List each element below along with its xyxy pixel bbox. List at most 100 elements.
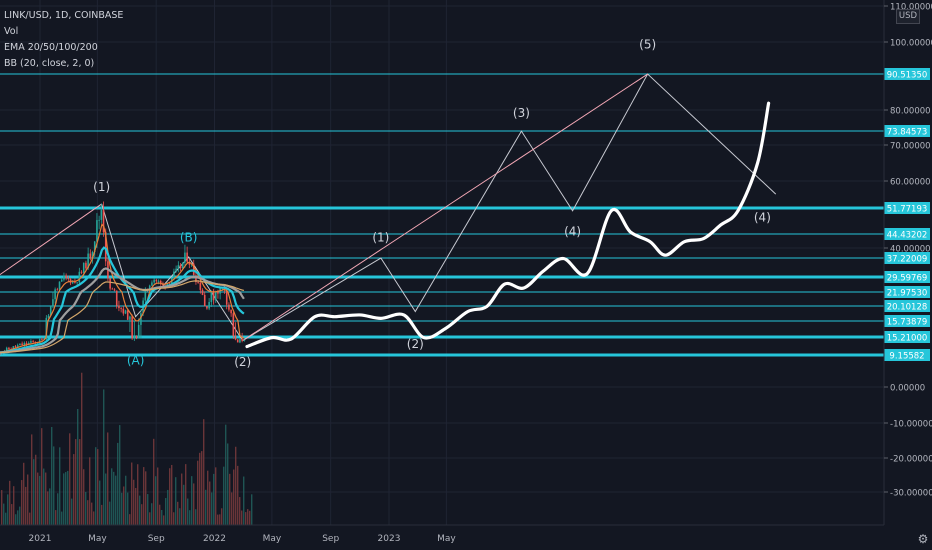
candle-body [58, 281, 61, 290]
volume-bar [53, 446, 55, 525]
volume-bar [223, 466, 225, 525]
volume-bar [63, 473, 65, 525]
volume-bar [39, 475, 41, 525]
volume-bar [175, 477, 177, 525]
gear-icon[interactable]: ⚙ [917, 532, 929, 546]
volume-bar [125, 475, 127, 525]
volume-bar [57, 493, 59, 525]
ema-100 [0, 267, 245, 354]
volume-bar [149, 512, 151, 525]
candle-body [133, 336, 136, 339]
candle-body [98, 219, 100, 221]
wave-labels: (1) (B) (A) (2) (1) (2) (3) (4) (5) (4) [93, 38, 771, 369]
candle-body [30, 341, 32, 343]
projection [245, 101, 771, 349]
volume-bar [75, 439, 77, 525]
volume-bar [161, 510, 163, 525]
volume-bar [29, 512, 31, 525]
price-history [0, 201, 246, 355]
candle-body [195, 275, 197, 283]
candle-body [45, 317, 48, 340]
volume-bar [115, 475, 117, 525]
candle-body [82, 262, 85, 273]
ema-200 [0, 280, 245, 354]
candle-body [140, 313, 142, 325]
candle-body [109, 278, 111, 289]
volume-bar [165, 498, 167, 525]
volume-bar [191, 476, 193, 525]
wave-label: (A) [127, 353, 145, 367]
volume-bar [201, 451, 203, 525]
price-tick-label: 40.00000 [890, 245, 931, 255]
candle-body [5, 347, 8, 352]
candle-body [236, 339, 239, 343]
volume-bar [243, 476, 245, 525]
volume-bar [77, 409, 79, 525]
volume-bar [173, 512, 175, 525]
volume-bar [107, 432, 109, 525]
ema-indicator[interactable]: EMA 20/50/100/200 [4, 42, 98, 53]
candle-body [124, 310, 127, 314]
volume-bar [195, 509, 197, 525]
volume-bar [233, 469, 235, 525]
volume-bar [117, 442, 119, 525]
candle-body [188, 261, 191, 265]
level-price-label: 29.59769 [887, 274, 928, 284]
candle-body [230, 309, 232, 314]
volume-bar [181, 473, 183, 525]
volume-bar [1, 490, 3, 525]
candle-body [225, 290, 228, 305]
candle-body [223, 287, 226, 291]
level-price-badge [884, 300, 930, 312]
candle-body [104, 232, 107, 262]
candle-body [144, 288, 147, 301]
horizontal-levels[interactable]: 90.51350 73.84573 51.77193 44.43202 37.22009… [0, 68, 930, 362]
volume-bar [213, 473, 215, 525]
candle-body [19, 343, 21, 346]
volume-bar [237, 465, 239, 525]
candle-body [120, 308, 122, 309]
volume-bar [99, 480, 101, 525]
candle-body [179, 265, 182, 269]
volume-bar [35, 454, 37, 525]
symbol-title[interactable]: LINK/USD, 1D, COINBASE [4, 10, 124, 21]
volume-bar [103, 389, 105, 525]
volume-bar [47, 491, 49, 525]
level-price-badge [884, 271, 930, 283]
candle-body [212, 290, 215, 301]
volume-bar [69, 433, 71, 525]
time-tick-label: May [88, 534, 107, 544]
candle-body [85, 262, 87, 269]
candle-body [32, 341, 34, 342]
volume-bar [21, 480, 23, 525]
volume-bar [185, 464, 187, 525]
price-tick-label: -30.00000 [890, 489, 932, 499]
candle-body [131, 316, 133, 339]
candle-body [126, 310, 129, 320]
level-price-badge [884, 228, 930, 240]
volume-bar [139, 495, 141, 525]
currency-badge[interactable]: USD [896, 9, 920, 24]
volume-bar [207, 470, 209, 525]
candle-body [111, 288, 114, 290]
wave-label: (4) [754, 210, 771, 224]
volume-bar [41, 428, 43, 525]
volume-bar [199, 452, 201, 525]
candle-body [102, 210, 105, 233]
volume-bar [151, 503, 153, 525]
candle-body [23, 342, 26, 346]
wave-label: (5) [639, 38, 656, 52]
volume-bar [93, 511, 95, 525]
bb-indicator[interactable]: BB (20, close, 2, 0) [4, 58, 95, 69]
volume-bar [15, 514, 17, 525]
volume-bar [205, 489, 207, 525]
volume-bar [5, 512, 7, 525]
candle-body [199, 282, 202, 290]
vol-indicator[interactable]: Vol [4, 26, 19, 37]
candle-body [67, 277, 70, 280]
volume-bar [141, 504, 143, 525]
volume-bars [1, 372, 253, 525]
candle-body [129, 316, 131, 320]
